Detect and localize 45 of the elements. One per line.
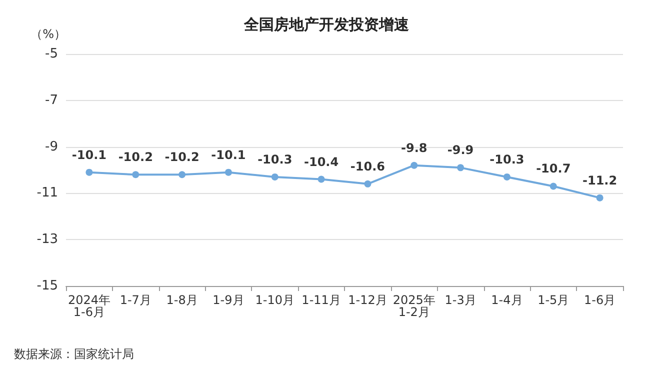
- point: [132, 171, 140, 178]
- data-label: -10.2: [164, 150, 200, 164]
- point: [364, 180, 372, 188]
- point: [457, 164, 464, 172]
- x-tick-label: 1-8月: [166, 293, 198, 307]
- data-label: -10.1: [211, 148, 246, 162]
- data-label: -9.8: [401, 140, 428, 155]
- point: [318, 176, 325, 183]
- point: [86, 168, 93, 176]
- point: [224, 168, 232, 176]
- x-tick-label: 1-12月: [348, 293, 388, 307]
- y-tick-label: -7: [45, 92, 58, 108]
- y-tick-label: -11: [36, 186, 58, 201]
- data-label: -10.3: [490, 152, 524, 166]
- x-tick-label: 1-10月: [255, 293, 294, 307]
- data-label: -10.1: [72, 148, 107, 162]
- data-label: -11.2: [582, 173, 618, 188]
- x-tick-label: 2025年 1-2月: [392, 293, 436, 319]
- chart-title: 全国房地产开发投资增速: [243, 16, 410, 34]
- y-tick-label: -5: [45, 46, 58, 62]
- point: [178, 171, 186, 178]
- y-tick-label: -9: [45, 139, 58, 154]
- x-tick-label: 2024年 1-6月: [68, 293, 110, 319]
- x-tick-label: 1-11月: [302, 293, 341, 307]
- y-tick-label: -15: [36, 278, 58, 294]
- x-tick-label: 1-5月: [538, 293, 570, 307]
- source-note: 数据来源：国家统计局: [14, 347, 134, 361]
- point: [503, 173, 510, 180]
- y-axis-title: （%）: [30, 27, 66, 41]
- x-tick-label: 1-3月: [444, 293, 476, 307]
- data-label: -10.4: [304, 154, 339, 169]
- x-tick-label: 1-4月: [491, 293, 523, 307]
- point: [271, 173, 278, 180]
- data-label: -10.2: [118, 150, 153, 164]
- x-tick-label: 1-7月: [120, 293, 152, 307]
- x-tick-label: 1-9月: [212, 293, 244, 307]
- point: [596, 194, 604, 202]
- data-label: -10.6: [350, 159, 386, 174]
- data-label: -10.3: [258, 152, 292, 166]
- x-tick-label: 1-6月: [584, 293, 616, 307]
- data-label: -10.7: [536, 162, 571, 176]
- point: [410, 162, 418, 169]
- data-label: -9.9: [447, 143, 474, 158]
- y-tick-label: -13: [36, 232, 58, 248]
- point: [550, 182, 557, 190]
